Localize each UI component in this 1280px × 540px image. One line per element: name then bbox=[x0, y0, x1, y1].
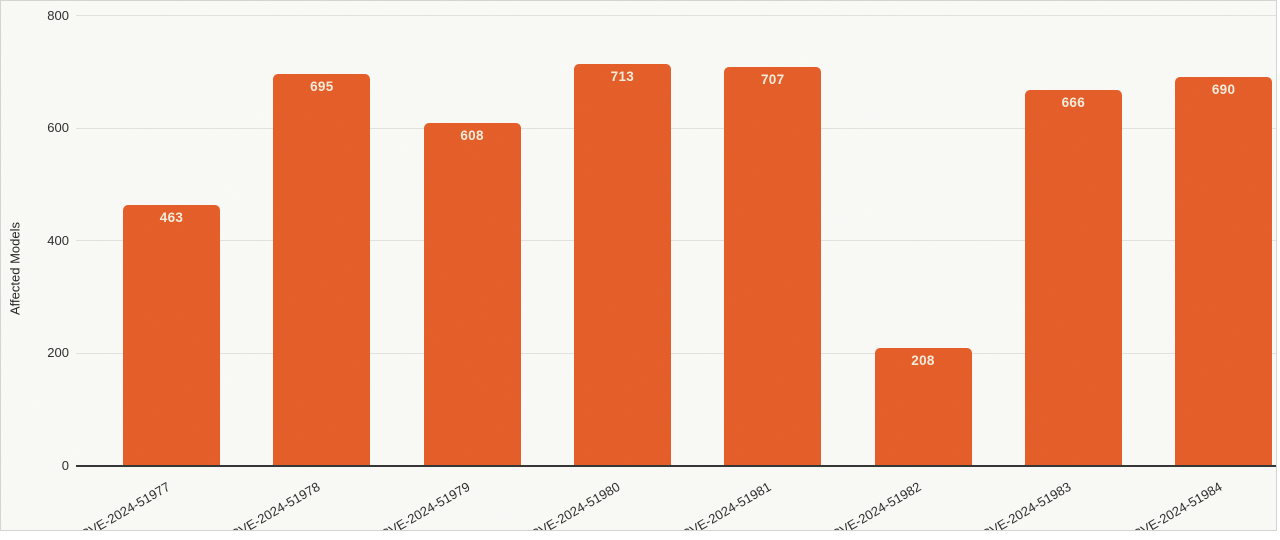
bar-value-label: 713 bbox=[610, 68, 635, 84]
bar-value-label: 695 bbox=[310, 79, 334, 95]
bar-value-label: 208 bbox=[911, 353, 935, 368]
bar-value-label: 608 bbox=[460, 128, 484, 143]
bar-value-label: 707 bbox=[760, 72, 785, 88]
y-axis-tick-label: 800 bbox=[47, 7, 69, 23]
y-axis-tick-label: 0 bbox=[61, 457, 69, 473]
bar-cve-2024-51981: 707 bbox=[724, 67, 822, 465]
x-axis-line bbox=[76, 465, 1276, 467]
bar-cve-2024-51977: 463 bbox=[123, 204, 220, 465]
bar-cve-2024-51982: 208 bbox=[874, 348, 972, 465]
bar-value-label: 463 bbox=[159, 209, 184, 225]
bar-cve-2024-51980: 713 bbox=[573, 63, 671, 465]
bar-cve-2024-51979: 608 bbox=[423, 123, 521, 465]
y-axis-title: Affected Models bbox=[7, 222, 23, 315]
gridline-800 bbox=[76, 15, 1276, 16]
bar-value-label: 690 bbox=[1211, 81, 1236, 97]
bar-cve-2024-51983: 666 bbox=[1024, 90, 1122, 465]
x-axis-tick-label: CVE-2024-51977 bbox=[77, 479, 172, 531]
bar-cve-2024-51984: 690 bbox=[1175, 76, 1273, 465]
y-axis-tick-label: 200 bbox=[47, 345, 69, 360]
y-axis-tick-label: 600 bbox=[47, 120, 69, 135]
y-axis-tick-label: 400 bbox=[47, 232, 69, 248]
bar-value-label: 666 bbox=[1061, 95, 1086, 111]
bar-cve-2024-51978: 695 bbox=[273, 74, 371, 465]
